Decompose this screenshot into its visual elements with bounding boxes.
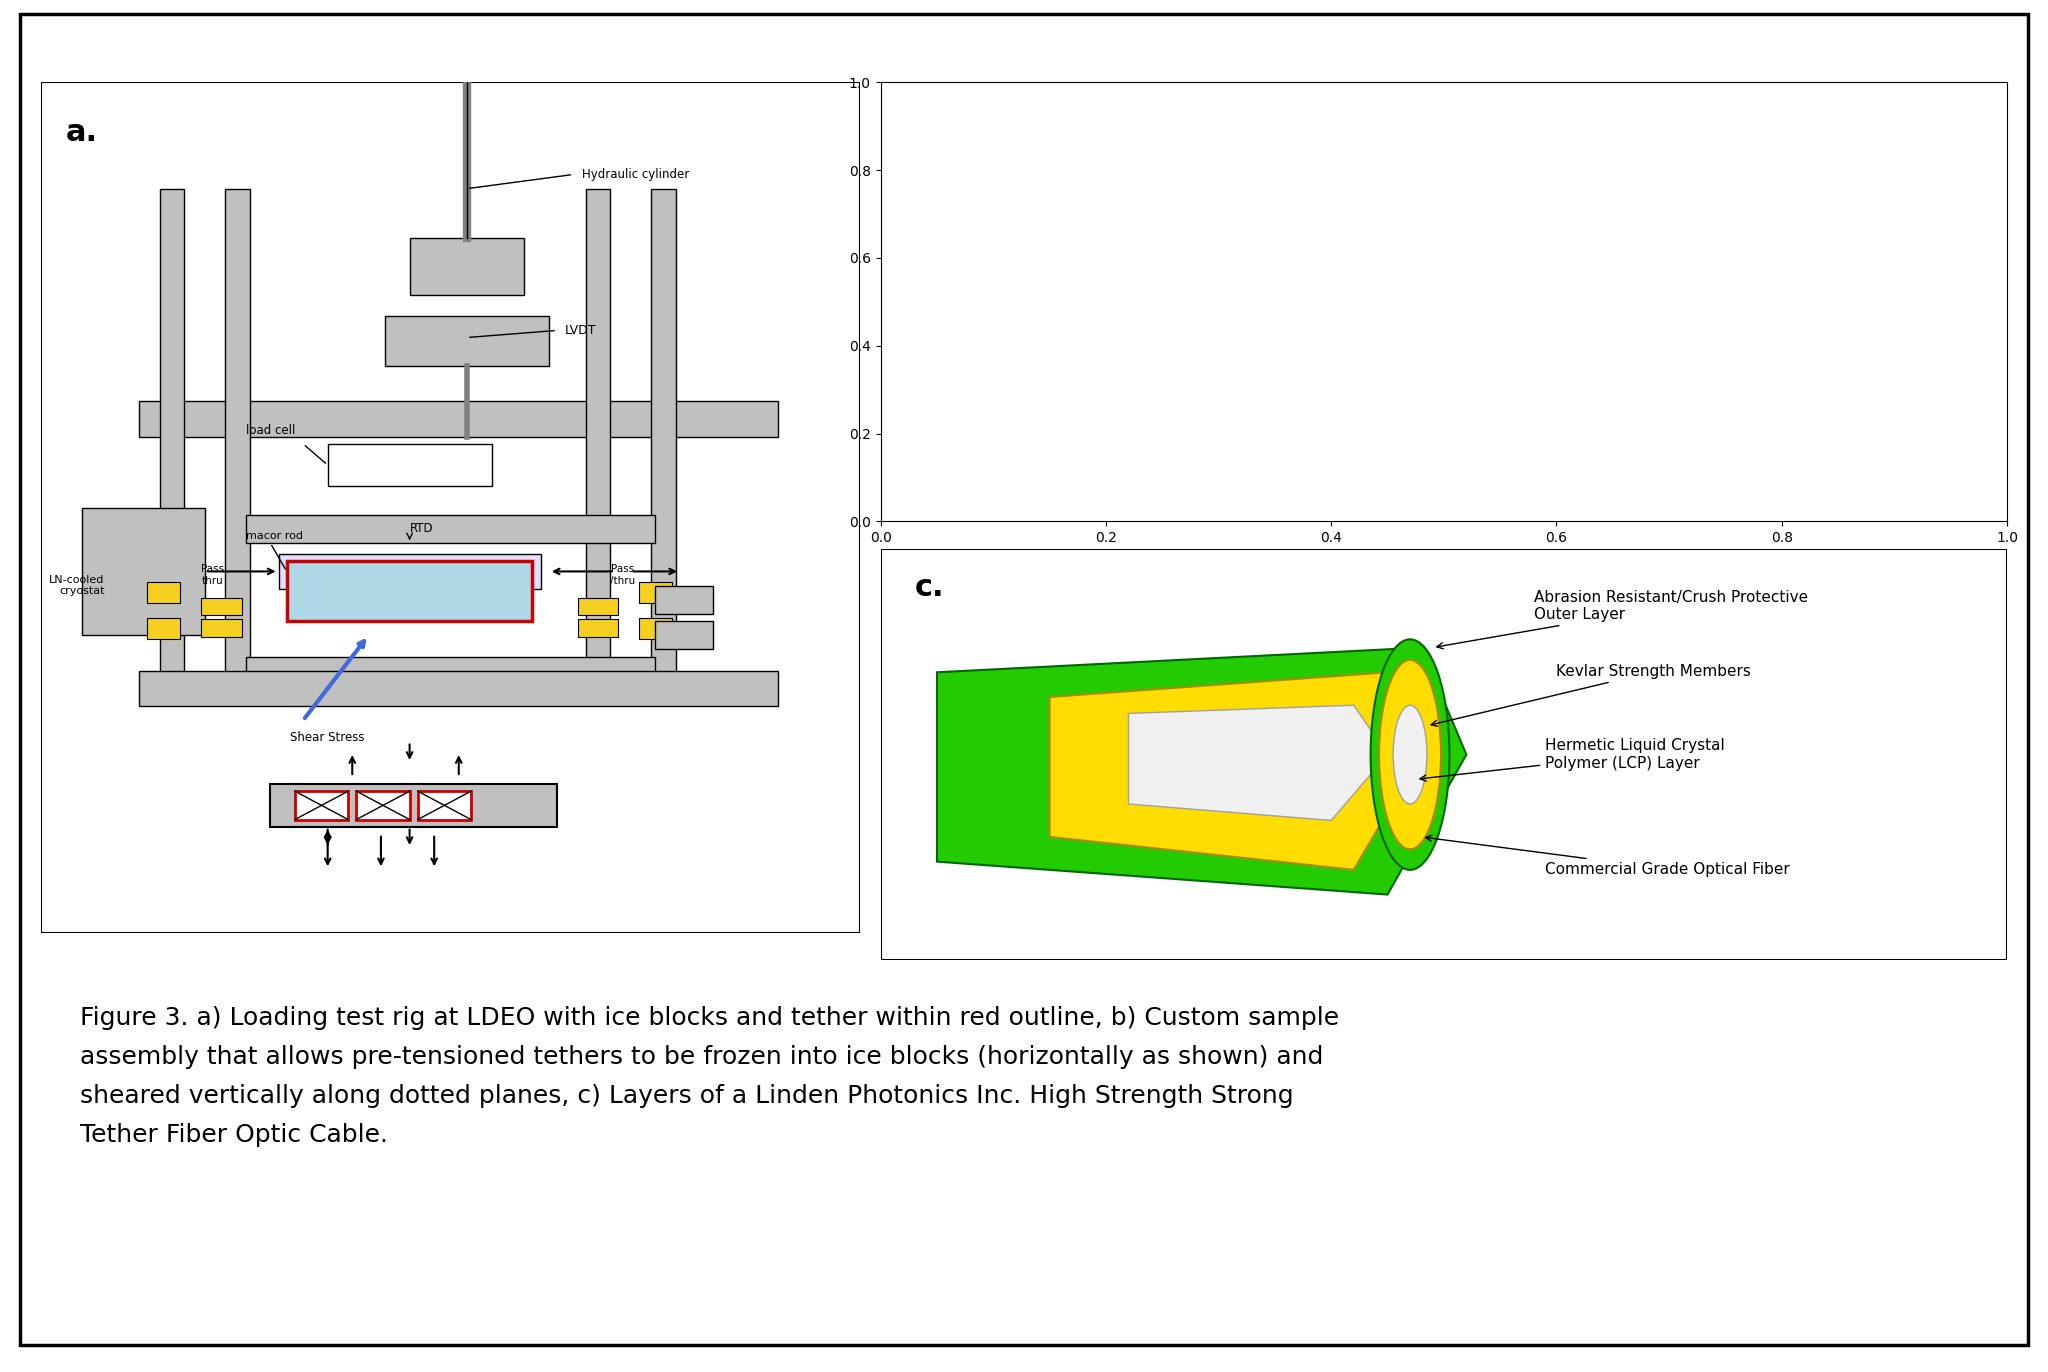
Bar xyxy=(295,792,348,819)
Text: Side: Side xyxy=(1550,191,1585,210)
Ellipse shape xyxy=(1370,639,1450,870)
Text: Pass
/thru: Pass /thru xyxy=(610,564,635,586)
Bar xyxy=(160,189,184,685)
Bar xyxy=(246,514,655,543)
Bar xyxy=(279,554,541,589)
Text: Frozen into ice: Frozen into ice xyxy=(1016,295,1128,309)
Ellipse shape xyxy=(1378,660,1442,849)
Bar xyxy=(586,189,610,685)
Text: RTD: RTD xyxy=(410,523,434,535)
Polygon shape xyxy=(938,648,1466,895)
Bar xyxy=(938,170,1894,434)
Bar xyxy=(418,792,471,819)
Bar xyxy=(913,152,1196,451)
Bar xyxy=(1196,188,1624,434)
Text: load cell: load cell xyxy=(246,424,295,436)
Text: Hydraulic cylinder: Hydraulic cylinder xyxy=(582,167,688,181)
Bar xyxy=(655,586,713,615)
Bar xyxy=(270,783,557,826)
Bar xyxy=(147,582,180,604)
Text: a.: a. xyxy=(66,118,98,147)
Polygon shape xyxy=(1049,672,1421,870)
Text: Ice Blocks: Ice Blocks xyxy=(1264,96,1354,114)
Bar xyxy=(201,619,242,637)
Bar xyxy=(655,622,713,649)
Text: macor rod: macor rod xyxy=(246,531,303,541)
Bar xyxy=(328,445,492,487)
Ellipse shape xyxy=(1393,705,1427,804)
Text: c.: c. xyxy=(913,573,944,602)
Text: LN-cooled
cryostat: LN-cooled cryostat xyxy=(49,575,104,597)
Bar xyxy=(246,657,655,685)
Text: Tether: Tether xyxy=(948,144,1018,163)
Text: Side: Side xyxy=(1223,191,1260,210)
Bar xyxy=(410,239,524,295)
Text: Pre-tensioning Mandrel: Pre-tensioning Mandrel xyxy=(1649,96,1870,114)
Text: Pass
thru: Pass thru xyxy=(201,564,225,586)
Bar xyxy=(139,401,778,436)
Bar xyxy=(139,671,778,707)
Bar xyxy=(147,617,180,639)
Bar xyxy=(578,619,618,637)
Polygon shape xyxy=(1128,705,1389,820)
Text: Pus: Pus xyxy=(1937,291,1962,305)
Text: Kevlar Strength Members: Kevlar Strength Members xyxy=(1432,664,1751,726)
Bar xyxy=(287,561,532,622)
Bar xyxy=(639,582,672,604)
Bar xyxy=(82,508,205,635)
Text: b.: b. xyxy=(897,108,932,137)
Bar xyxy=(881,346,1049,451)
Text: Hermetic Liquid Crystal
Polymer (LCP) Layer: Hermetic Liquid Crystal Polymer (LCP) La… xyxy=(1419,738,1724,781)
Text: Shear Stress: Shear Stress xyxy=(291,731,365,744)
Text: Figure 3. a) Loading test rig at LDEO with ice blocks and tether within red outl: Figure 3. a) Loading test rig at LDEO wi… xyxy=(80,1006,1339,1147)
Text: LVDT: LVDT xyxy=(565,324,596,338)
Bar xyxy=(578,598,618,616)
Text: Commercial Grade Optical Fiber: Commercial Grade Optical Fiber xyxy=(1425,836,1790,877)
Bar xyxy=(356,792,410,819)
Text: Abrasion Resistant/Crush Protective
Outer Layer: Abrasion Resistant/Crush Protective Oute… xyxy=(1438,590,1808,649)
Bar xyxy=(201,598,242,616)
Text: Central: Central xyxy=(1380,191,1440,210)
Text: End to
Optical Meter: End to Optical Meter xyxy=(893,347,995,380)
Bar xyxy=(1624,152,1907,451)
Bar xyxy=(651,189,676,685)
Text: Pla: Pla xyxy=(1942,335,1962,348)
Bar xyxy=(225,189,250,685)
Bar xyxy=(385,317,549,366)
Bar xyxy=(639,617,672,639)
